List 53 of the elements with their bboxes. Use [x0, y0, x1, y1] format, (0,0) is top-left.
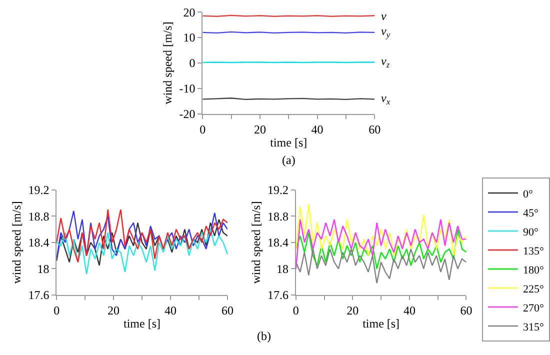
legend-label: 225° — [523, 283, 544, 296]
series-label: v$_{y}$ — [381, 24, 390, 40]
y-tick-label: 18.8 — [268, 209, 289, 224]
y-tick-label: 18.4 — [28, 236, 50, 250]
line-series — [296, 204, 466, 256]
y-tick-label: 20 — [183, 5, 196, 20]
y-tick-label: 18.8 — [28, 209, 50, 224]
x-axis-title: time [s] — [270, 135, 308, 150]
line-series — [56, 228, 228, 275]
legend-label: 0° — [523, 188, 533, 200]
text: (a) — [282, 153, 296, 167]
legend-label: 135° — [523, 245, 544, 258]
text: (b) — [257, 329, 271, 343]
legend-label: 45° — [523, 207, 538, 220]
y-tick-label: 18.4 — [268, 236, 289, 250]
x-tick-label: 20 — [108, 303, 120, 318]
legend-label: 90° — [523, 226, 538, 238]
x-tick-label: 20 — [254, 122, 266, 136]
x-tick-label: 60 — [221, 303, 234, 318]
x-axis-title: time [s] — [124, 316, 161, 330]
y-tick-label: 17.6 — [268, 288, 289, 302]
series-label: v — [381, 9, 387, 23]
x-tick-label: 40 — [311, 122, 324, 136]
x-tick-label: 0 — [54, 303, 60, 318]
y-tick-label: -20 — [179, 107, 196, 122]
y-tick-label: 19.2 — [268, 183, 289, 198]
line-series — [296, 248, 466, 284]
y-axis-title: wind speed [m/s] — [160, 22, 175, 104]
y-tick-label: 18 — [276, 262, 289, 276]
line-series — [56, 218, 228, 266]
y-tick-label: 0 — [189, 56, 196, 70]
y-tick-label: 19.2 — [28, 183, 50, 198]
line-series — [296, 218, 466, 270]
x-tick-label: 0 — [292, 303, 299, 318]
legend-label: 270° — [523, 302, 544, 314]
series-label: v$_{z}$ — [381, 54, 390, 70]
line-series — [296, 228, 466, 270]
legend-label: 315° — [523, 321, 544, 334]
legend-label: 180° — [523, 264, 544, 276]
x-axis-title: time [s] — [362, 316, 400, 330]
y-tick-label: 17.6 — [28, 288, 50, 302]
series-label: v$_{x}$ — [381, 91, 390, 107]
y-tick-label: 10 — [183, 30, 196, 45]
y-axis-title: wind speed [m/s] — [9, 201, 24, 284]
y-tick-label: 18 — [37, 262, 50, 276]
x-tick-label: 60 — [460, 303, 472, 318]
x-tick-label: 0 — [200, 122, 206, 136]
x-tick-label: 60 — [368, 122, 381, 136]
x-tick-label: 40 — [164, 303, 177, 318]
x-tick-label: 20 — [346, 303, 359, 318]
x-tick-label: 40 — [403, 303, 416, 318]
y-tick-label: -10 — [179, 82, 196, 96]
y-axis-title: wind speed [m/s] — [248, 201, 263, 284]
